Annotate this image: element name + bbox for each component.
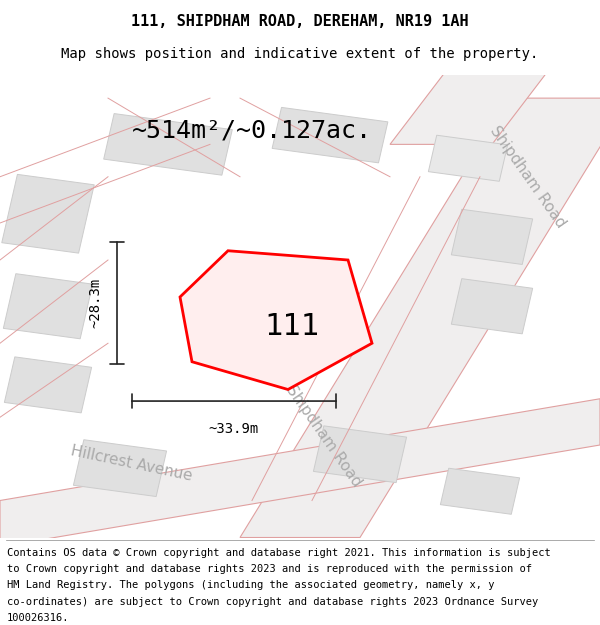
- Text: Contains OS data © Crown copyright and database right 2021. This information is : Contains OS data © Crown copyright and d…: [7, 548, 551, 558]
- Polygon shape: [2, 174, 94, 253]
- Polygon shape: [313, 426, 407, 483]
- Text: Shipdham Road: Shipdham Road: [487, 123, 569, 231]
- Polygon shape: [0, 399, 600, 547]
- Text: 111: 111: [265, 312, 320, 341]
- Text: Shipdham Road: Shipdham Road: [283, 382, 365, 489]
- Polygon shape: [272, 107, 388, 163]
- Polygon shape: [428, 135, 508, 181]
- Polygon shape: [180, 251, 372, 389]
- Text: Hillcrest Avenue: Hillcrest Avenue: [70, 443, 194, 484]
- Polygon shape: [104, 114, 232, 175]
- Text: 100026316.: 100026316.: [7, 612, 70, 622]
- Polygon shape: [73, 440, 167, 496]
- Text: ~514m²/~0.127ac.: ~514m²/~0.127ac.: [132, 119, 372, 142]
- Polygon shape: [440, 468, 520, 514]
- Text: co-ordinates) are subject to Crown copyright and database rights 2023 Ordnance S: co-ordinates) are subject to Crown copyr…: [7, 596, 538, 606]
- Text: Map shows position and indicative extent of the property.: Map shows position and indicative extent…: [61, 47, 539, 61]
- Polygon shape: [451, 209, 533, 264]
- Text: ~28.3m: ~28.3m: [88, 278, 102, 328]
- Text: HM Land Registry. The polygons (including the associated geometry, namely x, y: HM Land Registry. The polygons (includin…: [7, 581, 494, 591]
- Text: to Crown copyright and database rights 2023 and is reproduced with the permissio: to Crown copyright and database rights 2…: [7, 564, 532, 574]
- Polygon shape: [451, 279, 533, 334]
- Text: 111, SHIPDHAM ROAD, DEREHAM, NR19 1AH: 111, SHIPDHAM ROAD, DEREHAM, NR19 1AH: [131, 14, 469, 29]
- Polygon shape: [4, 274, 92, 339]
- Text: ~33.9m: ~33.9m: [209, 422, 259, 436]
- Polygon shape: [390, 66, 552, 144]
- Polygon shape: [240, 98, 600, 538]
- Polygon shape: [4, 357, 92, 413]
